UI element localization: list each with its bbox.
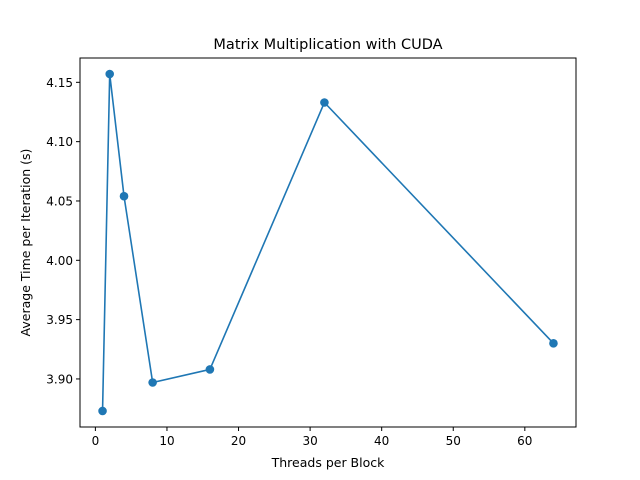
data-point: [148, 378, 157, 387]
data-point: [205, 365, 215, 374]
data-point: [119, 191, 129, 201]
chart-title: Matrix Multiplication with CUDA: [213, 37, 442, 53]
x-tick-label: 30: [302, 434, 317, 448]
data-point: [98, 406, 107, 416]
data-point: [549, 339, 558, 348]
y-tick-label: 3.90: [46, 372, 73, 386]
y-axis: 3.90 3.95 4.00 4.05 4.10 4.15: [46, 76, 80, 386]
x-tick-label: 0: [92, 434, 100, 448]
x-tick-label: 50: [446, 434, 461, 448]
data-point: [320, 98, 329, 107]
axes-frame: [79, 57, 577, 428]
y-axis-label: Average Time per Iteration (s): [18, 149, 33, 337]
plot-background: [80, 58, 576, 427]
x-tick-label: 10: [159, 434, 174, 448]
y-tick-label: 4.00: [46, 254, 73, 268]
series: [98, 69, 558, 416]
plot-area: [80, 58, 576, 427]
y-tick-label: 4.15: [46, 76, 73, 90]
data-point: [105, 69, 115, 79]
x-tick-label: 20: [231, 434, 246, 448]
x-tick-label: 60: [517, 434, 532, 448]
x-tick-label: 40: [374, 434, 389, 448]
x-axis: 0 10 20 30 40 50 60: [92, 427, 532, 448]
y-tick-label: 4.05: [46, 194, 73, 208]
y-tick-label: 4.10: [46, 135, 73, 149]
x-axis-label: Threads per Block: [271, 455, 385, 470]
y-tick-label: 3.95: [46, 313, 73, 327]
